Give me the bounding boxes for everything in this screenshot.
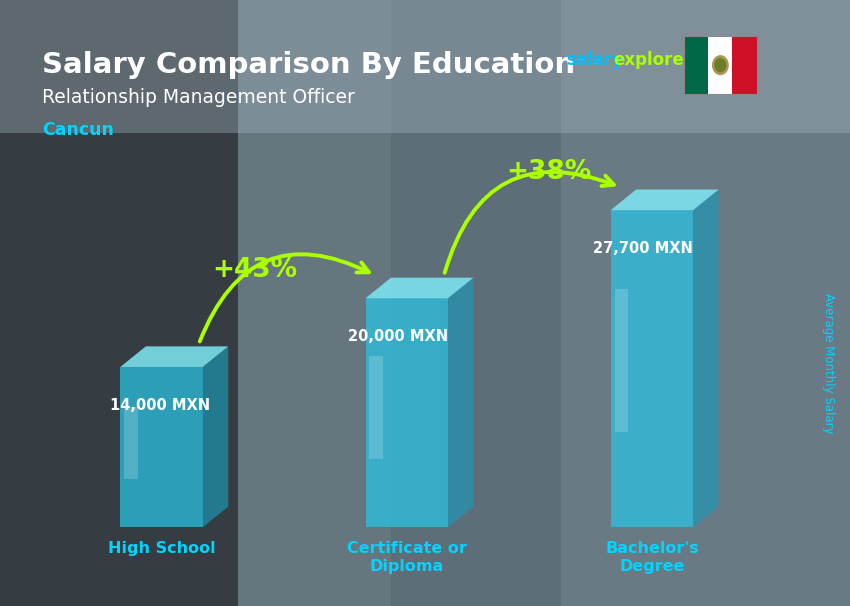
Text: Cancun: Cancun xyxy=(42,121,114,139)
Polygon shape xyxy=(202,347,228,527)
Bar xyxy=(733,36,757,94)
Text: Relationship Management Officer: Relationship Management Officer xyxy=(42,88,354,107)
Polygon shape xyxy=(370,356,383,459)
Text: 27,700 MXN: 27,700 MXN xyxy=(593,241,693,256)
Polygon shape xyxy=(366,278,473,298)
Polygon shape xyxy=(693,190,718,527)
Bar xyxy=(708,36,733,94)
Circle shape xyxy=(714,58,727,72)
Polygon shape xyxy=(448,278,473,527)
Text: explorer: explorer xyxy=(613,52,692,69)
Text: 14,000 MXN: 14,000 MXN xyxy=(110,398,211,413)
Bar xyxy=(684,36,708,94)
Polygon shape xyxy=(121,347,228,367)
Text: 20,000 MXN: 20,000 MXN xyxy=(348,329,448,344)
Polygon shape xyxy=(121,367,202,527)
Polygon shape xyxy=(615,290,628,432)
Polygon shape xyxy=(124,407,138,479)
Circle shape xyxy=(712,55,728,75)
Text: Salary Comparison By Education: Salary Comparison By Education xyxy=(42,52,575,79)
Text: +43%: +43% xyxy=(212,257,298,282)
Text: .com: .com xyxy=(688,52,733,69)
Text: +38%: +38% xyxy=(507,159,592,185)
Text: salary: salary xyxy=(565,52,622,69)
Polygon shape xyxy=(366,298,448,527)
Polygon shape xyxy=(610,210,693,527)
Text: Average Monthly Salary: Average Monthly Salary xyxy=(822,293,836,434)
Polygon shape xyxy=(610,190,718,210)
